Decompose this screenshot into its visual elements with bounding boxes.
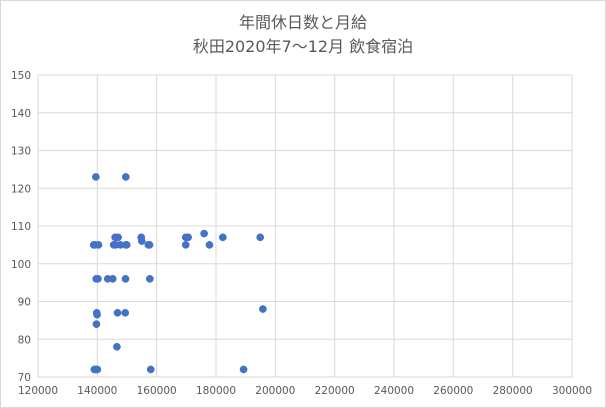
chart-title: 年間休日数と月給 [239,13,367,32]
data-point [114,233,122,242]
data-point [145,241,154,249]
x-tick-label: 120000 [18,385,58,397]
data-point [184,233,192,242]
data-point [93,365,102,374]
data-point [239,365,248,374]
y-tick-label: 100 [11,259,31,271]
data-point [121,308,130,317]
gridlines [37,74,573,378]
y-axis-ticks: 70 80 90 100 110 120 130 140 150 [11,70,31,384]
y-tick-label: 150 [11,70,31,82]
x-tick-label: 200000 [255,385,295,397]
x-axis-ticks: 120000 140000 160000 180000 200000 220000 2400… [18,385,592,397]
data-point [137,237,146,245]
data-point [145,275,154,283]
x-tick-label: 160000 [137,385,177,397]
x-tick-label: 180000 [196,385,236,397]
x-tick-label: 140000 [77,385,117,397]
y-tick-label: 70 [18,372,31,384]
data-point [256,233,265,242]
data-point [92,320,101,328]
chart-subtitle: 秋田2020年7～12月 飲食宿泊 [193,37,413,56]
y-tick-label: 130 [11,146,31,158]
data-point [113,308,122,317]
data-point [181,241,190,249]
data-point [121,173,130,181]
y-tick-label: 140 [11,108,31,120]
data-point [92,173,100,181]
x-tick-label: 240000 [374,385,414,397]
data-point [205,241,214,249]
data-point [93,310,101,319]
data-points [89,173,267,374]
data-point [113,342,121,351]
y-tick-label: 120 [11,183,31,195]
data-point [259,305,267,313]
data-point [94,241,103,249]
y-tick-label: 80 [18,334,31,346]
y-tick-label: 110 [11,221,31,233]
data-point [122,241,131,249]
x-tick-label: 300000 [552,385,592,397]
data-point [121,275,130,283]
x-tick-label: 220000 [315,385,355,397]
data-point [108,275,117,283]
x-tick-label: 260000 [433,385,473,397]
data-point [218,233,227,242]
data-point [146,365,155,374]
y-tick-label: 90 [18,297,31,309]
data-point [94,275,102,283]
data-point [200,229,208,238]
x-tick-label: 280000 [493,385,533,397]
